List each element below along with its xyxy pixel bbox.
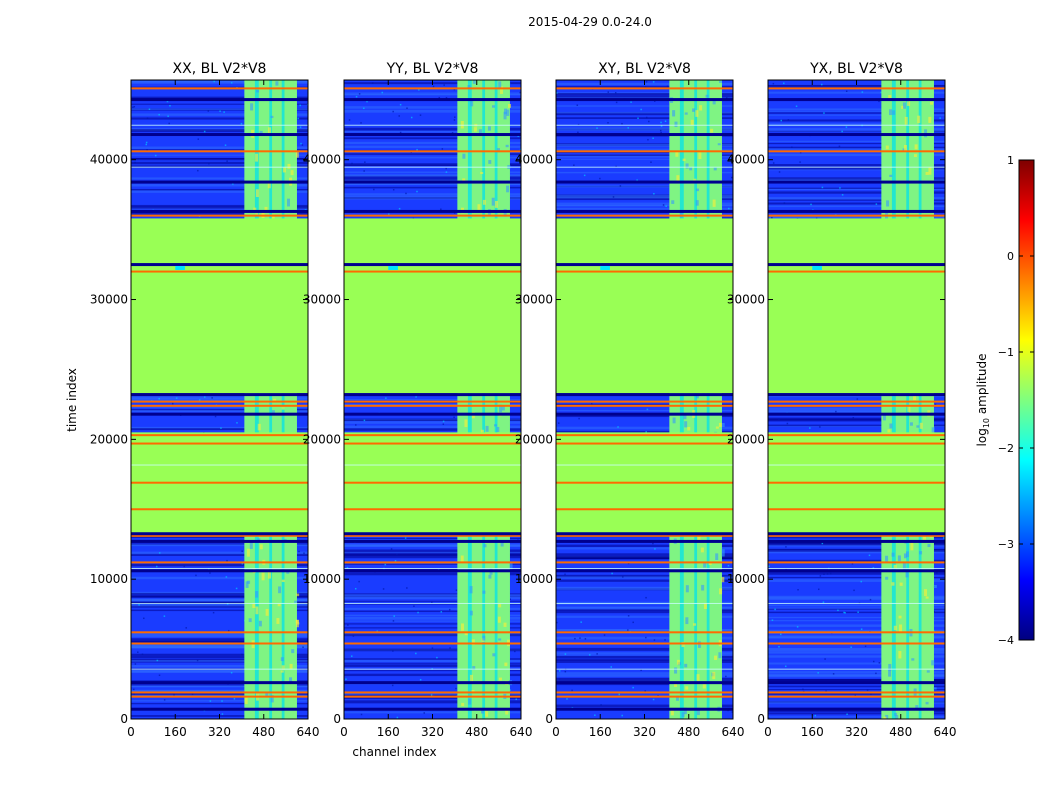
- x-tick-label: 320: [633, 725, 656, 739]
- y-tick-label: 0: [545, 712, 553, 726]
- y-tick-label: 30000: [303, 293, 341, 307]
- y-tick-label: 10000: [515, 572, 553, 586]
- heatmap-image: [344, 80, 521, 719]
- y-tick-label: 10000: [303, 572, 341, 586]
- y-tick-label: 20000: [515, 432, 553, 446]
- y-tick-label: 20000: [727, 432, 765, 446]
- x-tick-label: 160: [589, 725, 612, 739]
- y-tick-label: 20000: [303, 432, 341, 446]
- y-tick-label: 40000: [727, 153, 765, 167]
- y-tick-label: 40000: [303, 153, 341, 167]
- x-tick-label: 320: [845, 725, 868, 739]
- x-tick-label: 640: [722, 725, 745, 739]
- x-tick-label: 320: [421, 725, 444, 739]
- colorbar-tick-label: 1: [1007, 154, 1014, 167]
- y-tick-label: 0: [757, 712, 765, 726]
- x-tick-label: 640: [934, 725, 957, 739]
- colorbar-tick-label: −3: [998, 538, 1014, 551]
- y-tick-label: 10000: [90, 572, 128, 586]
- panel-title: XY, BL V2*V8: [598, 61, 691, 77]
- panel-title: YX, BL V2*V8: [809, 61, 903, 77]
- colorbar-gradient: [1018, 159, 1035, 641]
- colorbar-tick-label: −4: [998, 634, 1014, 647]
- colorbar-tick-label: 0: [1007, 250, 1014, 263]
- x-tick-label: 480: [465, 725, 488, 739]
- y-tick-label: 30000: [90, 293, 128, 307]
- y-tick-label: 40000: [515, 153, 553, 167]
- x-tick-label: 480: [677, 725, 700, 739]
- x-tick-label: 0: [127, 725, 135, 739]
- heatmap-panel-2: XY, BL V2*V8 0 160 320 480 640 0 10000 20000 3000…: [515, 61, 745, 739]
- panels: XX, BL V2*V8 0 160 320 480 640 0 10000 20000 3000…: [65, 61, 956, 759]
- y-tick-label: 10000: [727, 572, 765, 586]
- heatmap-image: [768, 80, 945, 719]
- x-tick-label: 160: [377, 725, 400, 739]
- x-tick-label: 320: [208, 725, 231, 739]
- y-tick-label: 20000: [90, 432, 128, 446]
- heatmap-panel-1: YY, BL V2*V8 0 160 320 480 640 0 10000 20000 3000…: [303, 61, 533, 759]
- colorbar-tick-label: −1: [998, 346, 1014, 359]
- x-tick-label: 0: [552, 725, 560, 739]
- x-tick-label: 480: [889, 725, 912, 739]
- y-tick-label: 40000: [90, 153, 128, 167]
- panel-title: YY, BL V2*V8: [386, 61, 479, 77]
- heatmap-image: [556, 80, 733, 719]
- heatmap-panel-3: YX, BL V2*V8 0 160 320 480 640 0 10000 20000 3000…: [727, 61, 957, 739]
- heatmap-panel-0: XX, BL V2*V8 0 160 320 480 640 0 10000 20000 3000…: [65, 61, 319, 739]
- panel-title: XX, BL V2*V8: [173, 61, 267, 77]
- x-tick-label: 640: [510, 725, 533, 739]
- colorbar-label: log10 amplitude: [975, 354, 991, 447]
- colorbar-tick-label: −2: [998, 442, 1014, 455]
- y-axis-label: time index: [65, 368, 79, 432]
- x-tick-label: 640: [297, 725, 320, 739]
- x-tick-label: 0: [764, 725, 772, 739]
- y-tick-label: 0: [120, 712, 128, 726]
- figure-title: 2015-04-29 0.0-24.0: [528, 15, 652, 29]
- heatmap-image: [131, 80, 308, 719]
- y-tick-label: 0: [333, 712, 341, 726]
- x-tick-label: 160: [164, 725, 187, 739]
- y-tick-label: 30000: [515, 293, 553, 307]
- x-tick-label: 160: [801, 725, 824, 739]
- x-tick-label: 0: [340, 725, 348, 739]
- colorbar: 1 0 −1 −2 −3 −4 log10 amplitude: [975, 154, 1035, 647]
- y-tick-label: 30000: [727, 293, 765, 307]
- x-tick-label: 480: [252, 725, 275, 739]
- x-axis-label: channel index: [352, 745, 436, 759]
